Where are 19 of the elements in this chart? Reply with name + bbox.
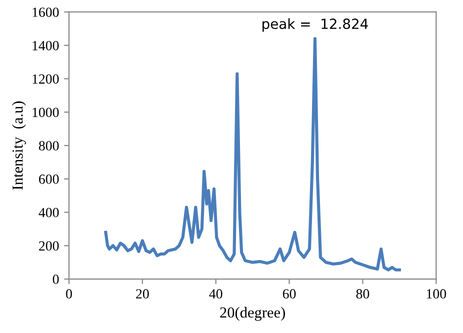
x-tick-label: 80 [356,289,370,299]
line-series [104,37,401,272]
x-tick-label: 60 [282,289,296,299]
y-tick-label: 1400 [32,40,59,50]
y-tick-label: 1200 [32,74,59,84]
y-axis-title: Intensity (a.u) [12,101,26,190]
y-tick-label: 400 [38,208,59,218]
y-tick-label: 1000 [32,108,59,118]
y-tick-label: 800 [38,141,59,150]
x-axis-title: 20(degree) [220,306,285,321]
y-tick-label: 200 [39,241,59,251]
y-tick-label: 600 [39,174,59,184]
x-tick-label: 40 [209,289,222,299]
y-tick-label: 1600 [32,8,59,17]
x-tick-label: 0 [66,289,72,299]
x-tick-label: 20 [136,289,149,299]
y-tick-label: 0 [52,274,59,284]
annotation: peak = 12.824 [262,18,368,32]
x-tick-label: 100 [426,289,446,299]
